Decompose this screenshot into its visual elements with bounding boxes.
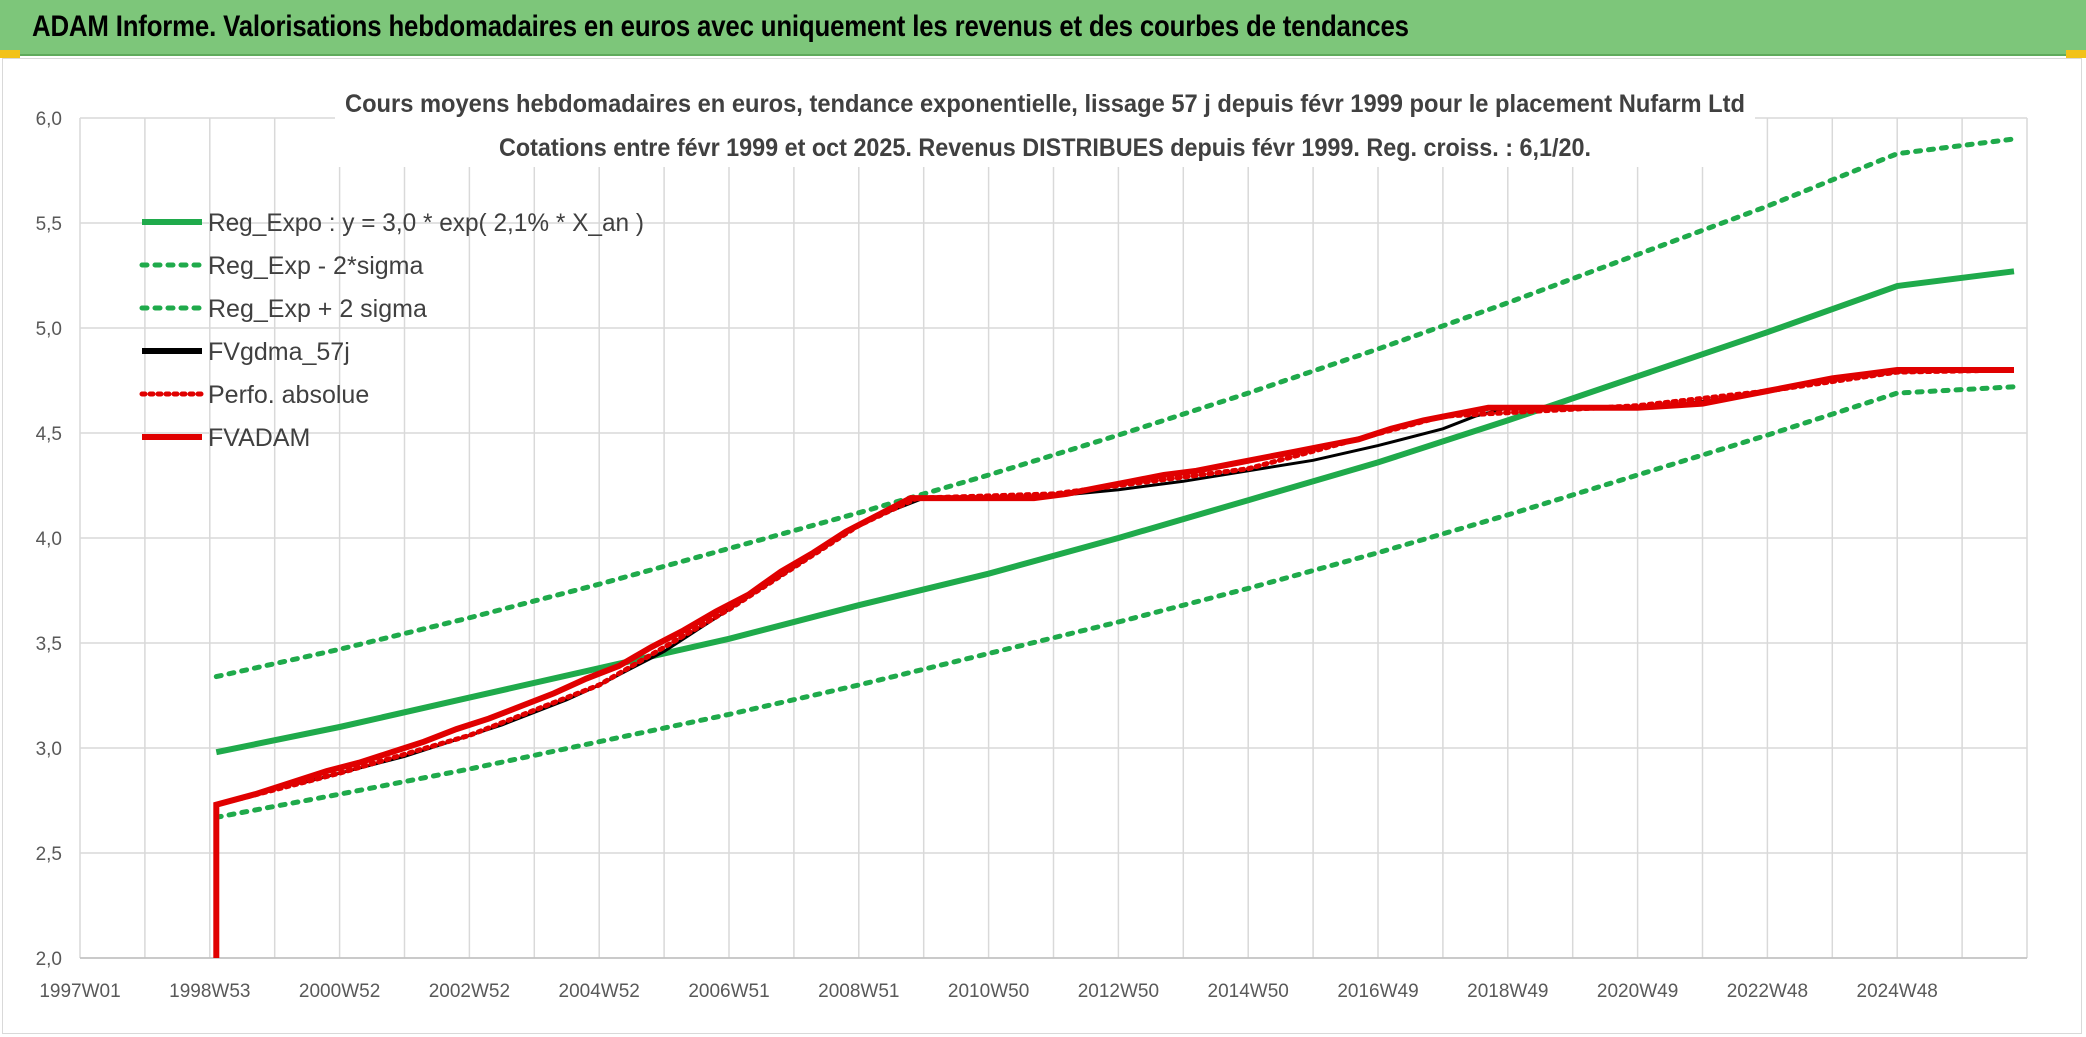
chart-subtitle: Cotations entre févr 1999 et oct 2025. R… [499,134,1591,162]
x-tick-label: 2014W50 [1208,981,1289,1002]
y-tick-label: 4,0 [36,529,62,550]
report-title: ADAM Informe. Valorisations hebdomadaire… [32,10,1409,43]
chart-series [213,136,2017,958]
y-tick-label: 2,5 [36,844,62,865]
legend-label-1: Reg_Expo : y = 3,0 * exp( 2,1% * X_an ) [208,209,644,237]
series-line-4 [215,368,2015,807]
legend-label-3: Reg_Exp + 2 sigma [208,295,427,323]
series-line-1 [215,268,2015,756]
x-tick-label: 2016W49 [1337,981,1418,1002]
chart-grid [79,117,2028,959]
legend-label-5: Perfo. absolue [208,381,369,409]
legend-label-6: FVADAM [208,424,310,452]
chart-legend: Reg_Expo : y = 3,0 * exp( 2,1% * X_an ) R… [139,209,644,452]
x-tick-label: 2022W48 [1727,981,1808,1002]
x-tick-label: 1997W01 [39,981,120,1002]
y-tick-label: 6,0 [36,109,62,130]
legend-label-2: Reg_Exp - 2*sigma [208,252,423,280]
corner-marker-right [2066,50,2086,58]
chart-title: Cours moyens hebdomadaires en euros, ten… [345,90,1745,118]
x-tick-label: 1998W53 [169,981,250,1002]
y-tick-label: 5,5 [36,214,62,235]
series-line-3 [213,136,2017,680]
x-tick-label: 2002W52 [429,981,510,1002]
corner-marker-left [0,50,20,58]
x-tick-label: 2004W52 [559,981,640,1002]
series-line-6 [213,367,2014,958]
x-tick-label: 2012W50 [1078,981,1159,1002]
x-tick-label: 2006W51 [688,981,769,1002]
y-tick-label: 2,0 [36,949,62,970]
legend-label-4: FVgdma_57j [208,338,350,366]
report-banner: ADAM Informe. Valorisations hebdomadaire… [0,0,2086,56]
y-tick-label: 5,0 [36,319,62,340]
chart-title-background [335,83,1755,167]
x-tick-label: 2008W51 [818,981,899,1002]
chart-frame [2,58,2082,1034]
axis-ticks: 2,0 2,5 3,0 3,5 4,0 4,5 5,0 5,5 6,0 1997W01 1998W5… [36,109,1938,1002]
y-tick-label: 4,5 [36,424,62,445]
y-tick-label: 3,5 [36,634,62,655]
x-tick-label: 2000W52 [299,981,380,1002]
x-tick-label: 2024W48 [1857,981,1938,1002]
y-tick-label: 3,0 [36,739,62,760]
x-tick-label: 2018W49 [1467,981,1548,1002]
x-tick-label: 2010W50 [948,981,1029,1002]
series-line-5 [213,367,2017,808]
x-tick-label: 2020W49 [1597,981,1678,1002]
series-line-2 [213,384,2017,820]
